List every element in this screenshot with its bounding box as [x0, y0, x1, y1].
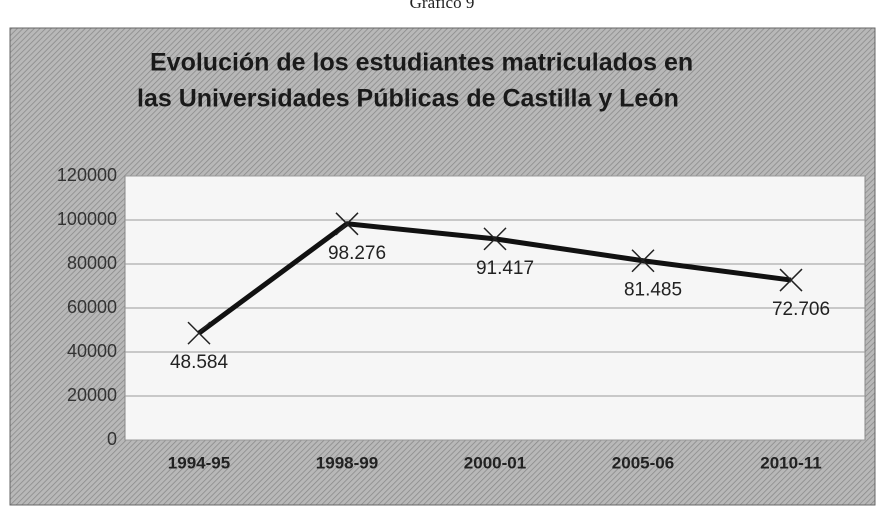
data-point — [335, 212, 359, 236]
data-label: 91.417 — [476, 258, 534, 279]
x-tick-label: 1998-99 — [316, 453, 378, 472]
chart-title: las Universidades Públicas de Castilla y… — [137, 85, 679, 113]
y-tick-label: 40000 — [67, 341, 117, 361]
data-point — [779, 268, 803, 292]
data-point — [631, 249, 655, 273]
data-label: 48.584 — [170, 352, 229, 373]
y-tick-label: 100000 — [57, 209, 117, 229]
x-tick-label: 2005-06 — [612, 453, 674, 472]
y-tick-label: 60000 — [67, 297, 117, 317]
y-tick-label: 0 — [107, 429, 117, 449]
x-tick-label: 2000-01 — [464, 453, 526, 472]
page-header: Gráfico 9 — [410, 0, 475, 12]
x-tick-label: 1994-95 — [168, 453, 230, 472]
data-point — [483, 227, 507, 251]
x-tick-label: 2010-11 — [760, 453, 821, 472]
y-tick-label: 80000 — [67, 253, 117, 273]
data-label: 72.706 — [772, 299, 830, 320]
data-label: 81.485 — [624, 280, 682, 301]
y-tick-label: 20000 — [67, 385, 117, 405]
data-label: 98.276 — [328, 243, 386, 264]
y-tick-label: 120000 — [57, 165, 117, 185]
data-point — [187, 321, 211, 345]
chart-title: Evolución de los estudiantes matriculado… — [150, 49, 693, 77]
